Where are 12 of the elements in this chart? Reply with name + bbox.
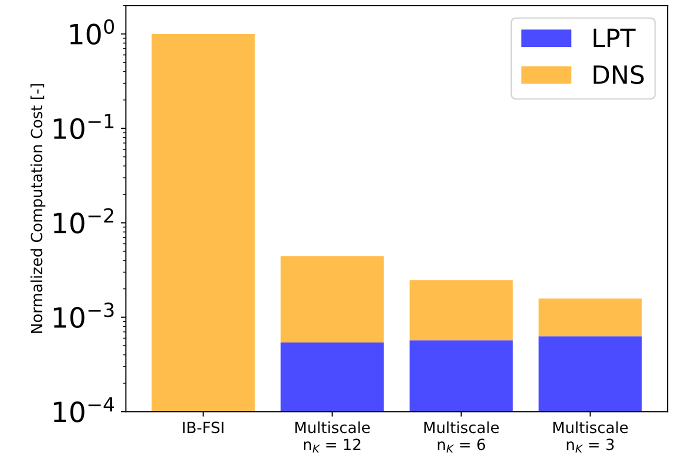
y-tick-label: 10$^{−4}$: [54, 397, 114, 422]
y-tick-label: 10$^{−2}$: [54, 208, 114, 234]
x-tick-label: Multiscale n$_{K}$ = 6: [424, 421, 499, 452]
x-tick-label: IB-FSI: [183, 422, 224, 434]
y-tick-label: 10$^{0}$: [70, 19, 114, 45]
legend-label: LPT: [594, 28, 636, 48]
x-tick-label: Multiscale n$_{K}$ = 3: [553, 421, 628, 452]
y-axis-title: Normalized Computation Cost [-]: [30, 84, 46, 333]
legend-label: DNS: [594, 65, 644, 84]
x-tick-label: Multiscale n$_{K}$ = 12: [295, 421, 370, 452]
y-tick-label: 10$^{−3}$: [54, 302, 114, 328]
y-tick-label: 10$^{−1}$: [54, 114, 114, 140]
